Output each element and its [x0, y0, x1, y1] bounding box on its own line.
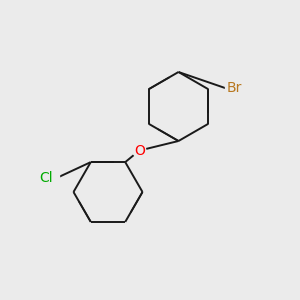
Text: Cl: Cl — [39, 172, 52, 185]
Circle shape — [133, 144, 146, 157]
Bar — [36, 172, 58, 186]
Text: Br: Br — [226, 82, 242, 95]
Bar — [225, 82, 250, 96]
Text: O: O — [134, 144, 145, 158]
